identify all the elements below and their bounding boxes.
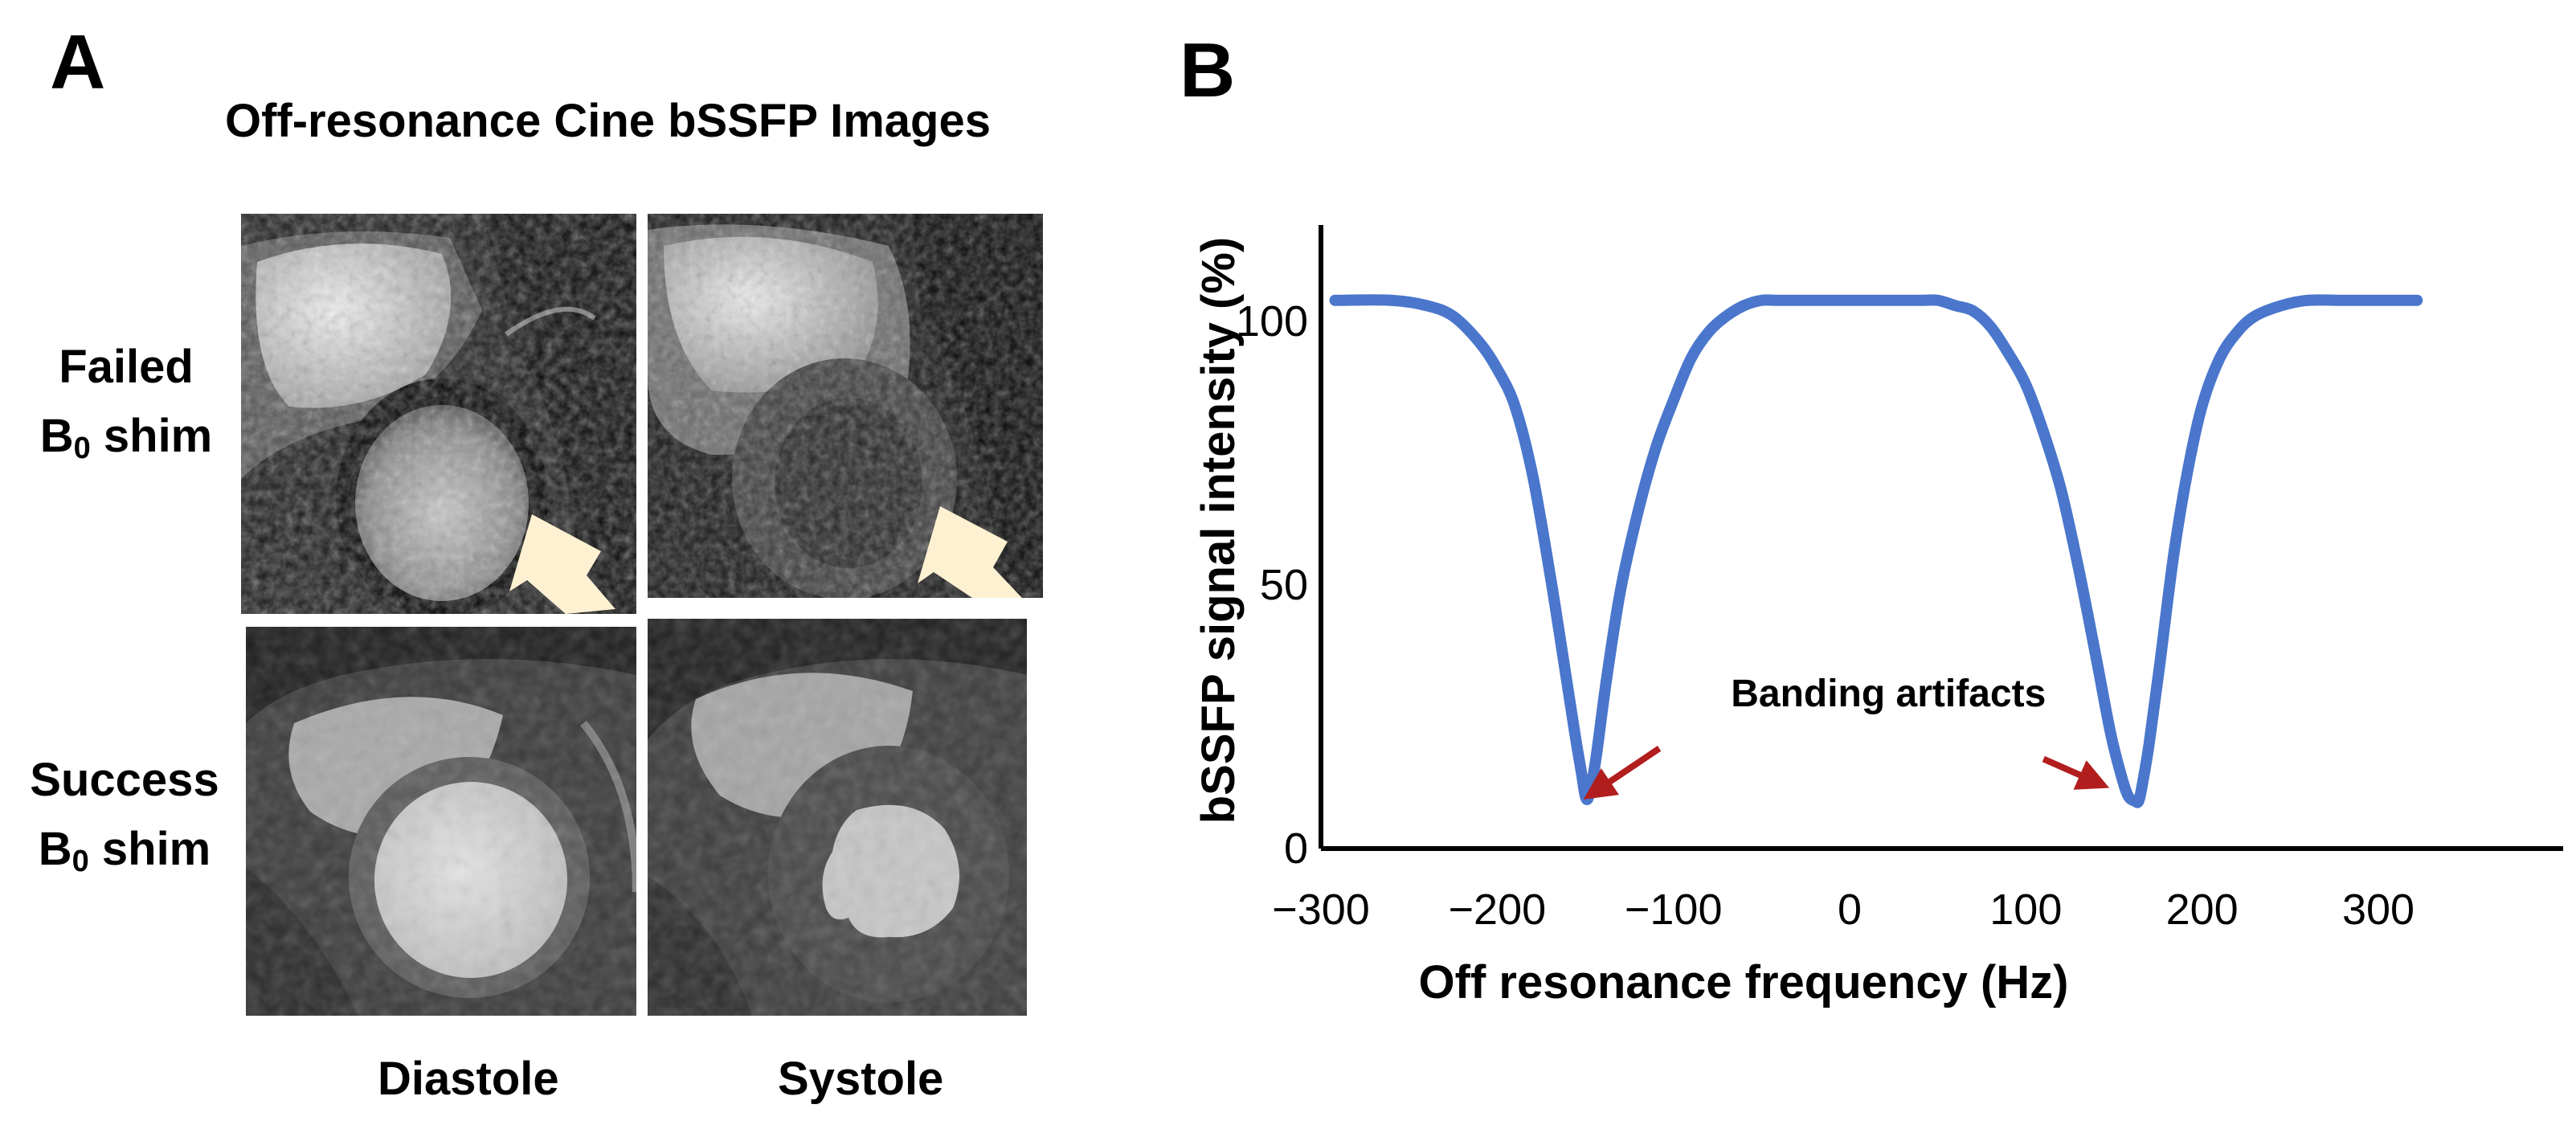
x-tick-label: −100 [1625, 886, 1723, 934]
panel-a-title: Off-resonance Cine bSSFP Images [225, 95, 991, 147]
x-tick-label: −300 [1272, 886, 1370, 934]
chart-series [1329, 294, 2423, 808]
mri-success-diastole [246, 627, 636, 1016]
column-label-systole: Systole [778, 1053, 944, 1105]
x-axis-label: Off resonance frequency (Hz) [1419, 956, 2069, 1008]
panel-b-letter: B [1180, 27, 1236, 113]
mri-failed-systole [648, 214, 1043, 598]
artifact-arrow-failed-systole [918, 506, 1022, 598]
y-tick-label: 50 [1260, 561, 1308, 609]
x-tick-label: 0 [1838, 886, 1862, 934]
y-tick-label: 0 [1284, 824, 1308, 873]
y-tick-label: 100 [1236, 297, 1308, 346]
row-label-failed-sub: 0 [73, 431, 91, 465]
row-label-failed-shim: Failed B0 shim [18, 333, 235, 471]
banding-artifacts-label: Banding artifacts [1731, 673, 2046, 715]
row-label-failed-shim-word: shim [90, 409, 213, 462]
row-label-success-sub: 0 [72, 844, 89, 878]
y-axis-label: bSSFP signal intensity (%) [1192, 237, 1245, 824]
row-label-failed-line1: Failed [59, 341, 194, 393]
signal-curve [1329, 294, 2423, 808]
chart-axes: −300 −200 −100 0 100 200 300 0 50 100 [1236, 225, 2563, 934]
artifact-arrow-failed-diastole [509, 514, 615, 614]
x-tick-label: 200 [2166, 886, 2239, 934]
row-label-success-b: B [38, 822, 72, 875]
panel-a-letter: A [50, 19, 106, 105]
banding-artifact-arrow [2042, 755, 2110, 790]
row-label-success-shim: Success B0 shim [8, 746, 241, 884]
banding-artifact-arrow [1583, 746, 1662, 800]
x-tick-label: −200 [1449, 886, 1547, 934]
row-label-success-shim-word: shim [88, 822, 211, 875]
mri-failed-diastole [241, 214, 636, 614]
row-label-success-line1: Success [30, 754, 219, 806]
chart-annotations: Banding artifacts [1583, 673, 2110, 800]
column-label-diastole: Diastole [378, 1053, 559, 1105]
x-tick-label: 100 [1989, 886, 2062, 934]
mri-success-systole [648, 619, 1027, 1016]
row-label-failed-b: B [39, 409, 74, 462]
x-tick-label: 300 [2342, 886, 2414, 934]
